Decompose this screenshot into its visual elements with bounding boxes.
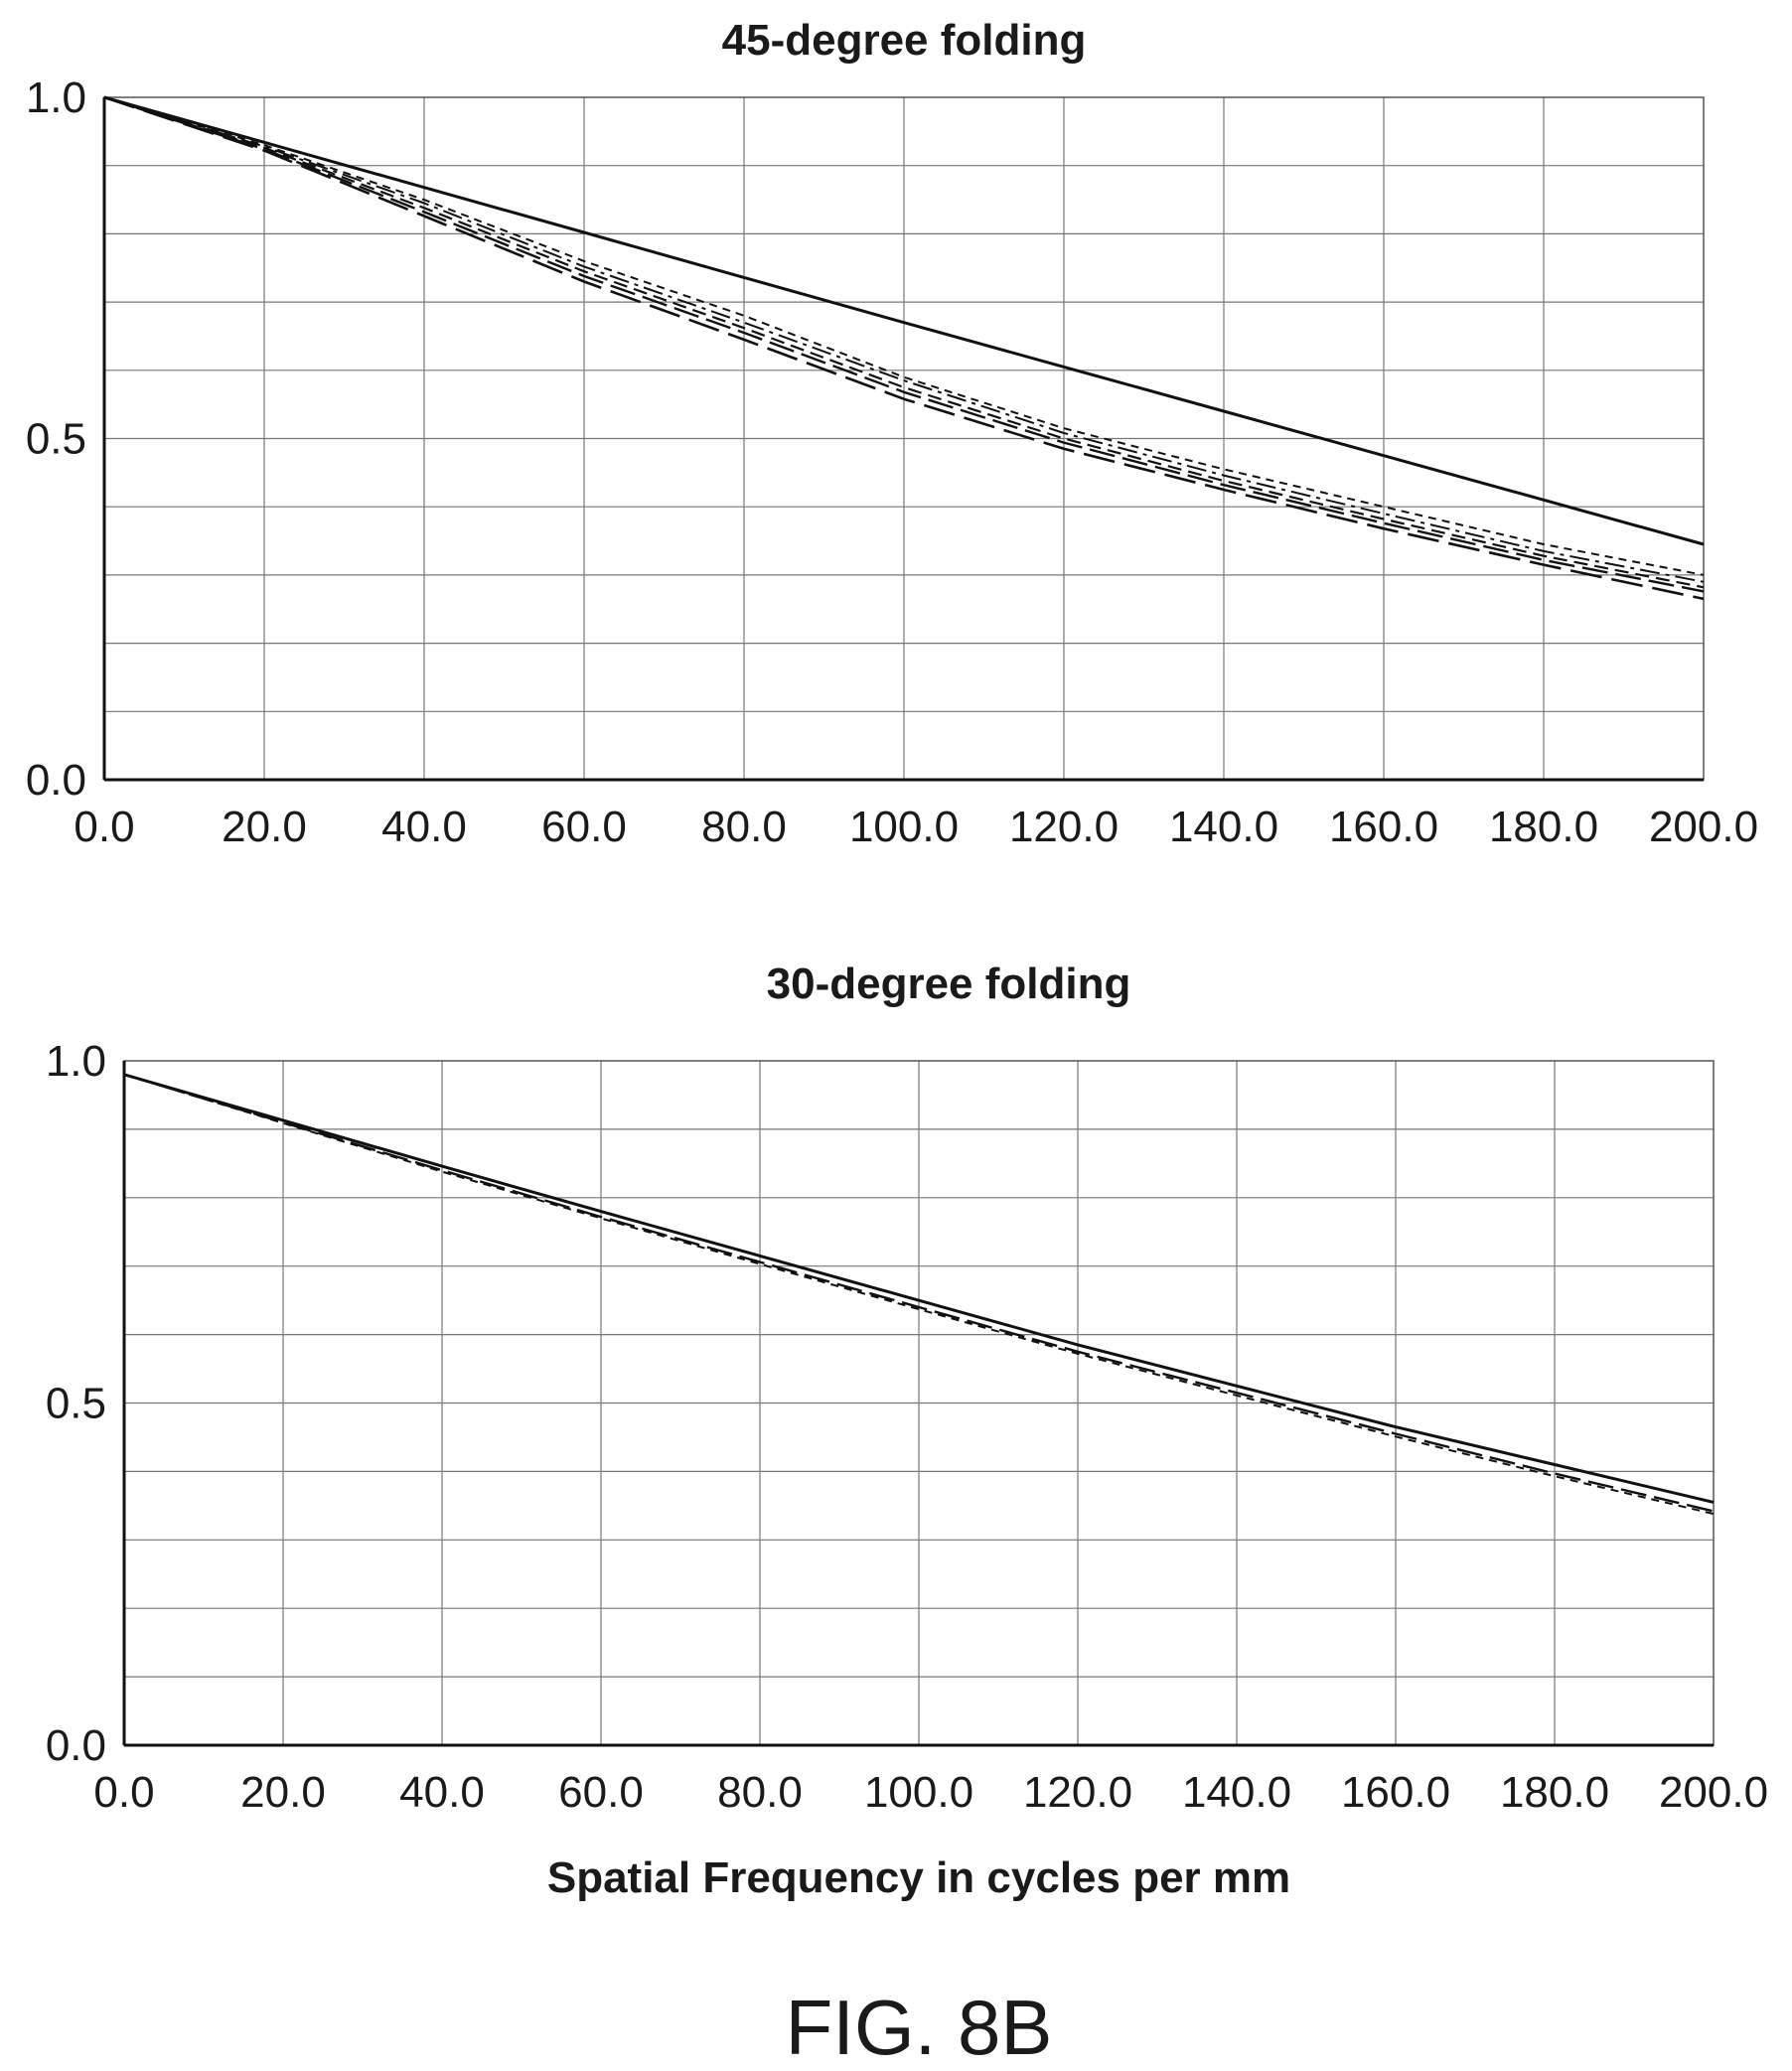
x-tick-label: 120.0	[1009, 803, 1119, 851]
x-tick-label: 40.0	[399, 1768, 485, 1817]
x-tick-label: 200.0	[1649, 803, 1758, 851]
x-axis-label: Spatial Frequency in cycles per mm	[547, 1853, 1290, 1902]
y-tick-label: 1.0	[46, 1037, 106, 1086]
y-tick-label: 0.0	[26, 756, 86, 805]
x-tick-label: 60.0	[541, 803, 627, 851]
y-tick-label: 0.5	[26, 415, 86, 464]
series-line-medium-dash	[103, 95, 1705, 589]
x-tick-label: 180.0	[1489, 803, 1598, 851]
x-tick-label: 0.0	[74, 803, 134, 851]
x-tick-label: 100.0	[849, 803, 959, 851]
x-tick-label: 200.0	[1659, 1768, 1768, 1817]
series-line-short-dash	[103, 96, 1705, 576]
series-line-long-dash-2	[103, 95, 1705, 601]
x-tick-label: 100.0	[864, 1768, 973, 1817]
x-tick-label: 140.0	[1182, 1768, 1291, 1817]
grid	[104, 97, 1704, 780]
series-line-long-dash	[103, 95, 1705, 593]
series-line-short-dash	[123, 1073, 1715, 1516]
x-tick-label: 80.0	[717, 1768, 803, 1817]
y-tick-label: 1.0	[26, 74, 86, 122]
x-tick-label: 40.0	[381, 803, 467, 851]
chart-30-degree: 30-degree folding Spatial Frequency in c…	[46, 960, 1768, 1902]
x-tick-label: 160.0	[1329, 803, 1438, 851]
figure-caption: FIG. 8B	[786, 1984, 1053, 2071]
x-tick-label: 20.0	[240, 1768, 326, 1817]
x-tick-label: 80.0	[701, 803, 787, 851]
series-line-dash-dot	[103, 96, 1705, 583]
y-tick-label: 0.0	[46, 1721, 106, 1770]
chart-title: 45-degree folding	[722, 16, 1087, 65]
chart-45-degree: 45-degree folding 0.0 20.0 40.0 60.0 80.0 100…	[26, 16, 1758, 851]
chart-title: 30-degree folding	[767, 960, 1131, 1008]
series-line-solid	[123, 1073, 1715, 1504]
x-tick-label: 60.0	[558, 1768, 644, 1817]
x-tick-label: 180.0	[1500, 1768, 1609, 1817]
x-tick-label: 140.0	[1169, 803, 1278, 851]
series-line-solid	[103, 95, 1705, 546]
x-tick-label: 160.0	[1341, 1768, 1450, 1817]
x-tick-label: 120.0	[1023, 1768, 1132, 1817]
grid	[124, 1061, 1714, 1745]
x-tick-label: 20.0	[222, 803, 307, 851]
series-line-long-dash	[123, 1073, 1715, 1513]
y-tick-label: 0.5	[46, 1380, 106, 1428]
x-tick-label: 0.0	[93, 1768, 154, 1817]
